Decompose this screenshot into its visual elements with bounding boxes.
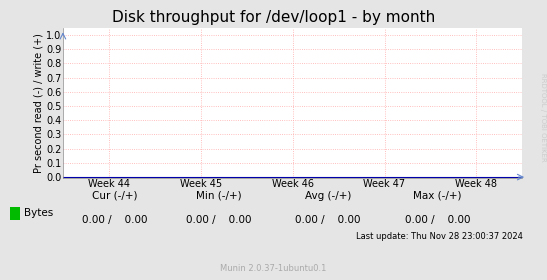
Text: Bytes: Bytes — [24, 209, 53, 218]
Text: 0.00 /    0.00: 0.00 / 0.00 — [82, 215, 148, 225]
Text: Disk throughput for /dev/loop1 - by month: Disk throughput for /dev/loop1 - by mont… — [112, 10, 435, 25]
Y-axis label: Pr second read (-) / write (+): Pr second read (-) / write (+) — [33, 33, 43, 173]
Text: Munin 2.0.37-1ubuntu0.1: Munin 2.0.37-1ubuntu0.1 — [220, 264, 327, 273]
Text: Last update: Thu Nov 28 23:00:37 2024: Last update: Thu Nov 28 23:00:37 2024 — [356, 232, 522, 241]
Text: Cur (-/+): Cur (-/+) — [92, 191, 138, 201]
Text: 0.00 /    0.00: 0.00 / 0.00 — [295, 215, 361, 225]
Text: 0.00 /    0.00: 0.00 / 0.00 — [405, 215, 470, 225]
Text: Min (-/+): Min (-/+) — [196, 191, 242, 201]
Text: 0.00 /    0.00: 0.00 / 0.00 — [186, 215, 252, 225]
Text: Avg (-/+): Avg (-/+) — [305, 191, 351, 201]
Text: RRDTOOL / TOBI OETIKER: RRDTOOL / TOBI OETIKER — [540, 73, 546, 162]
Text: Max (-/+): Max (-/+) — [414, 191, 462, 201]
